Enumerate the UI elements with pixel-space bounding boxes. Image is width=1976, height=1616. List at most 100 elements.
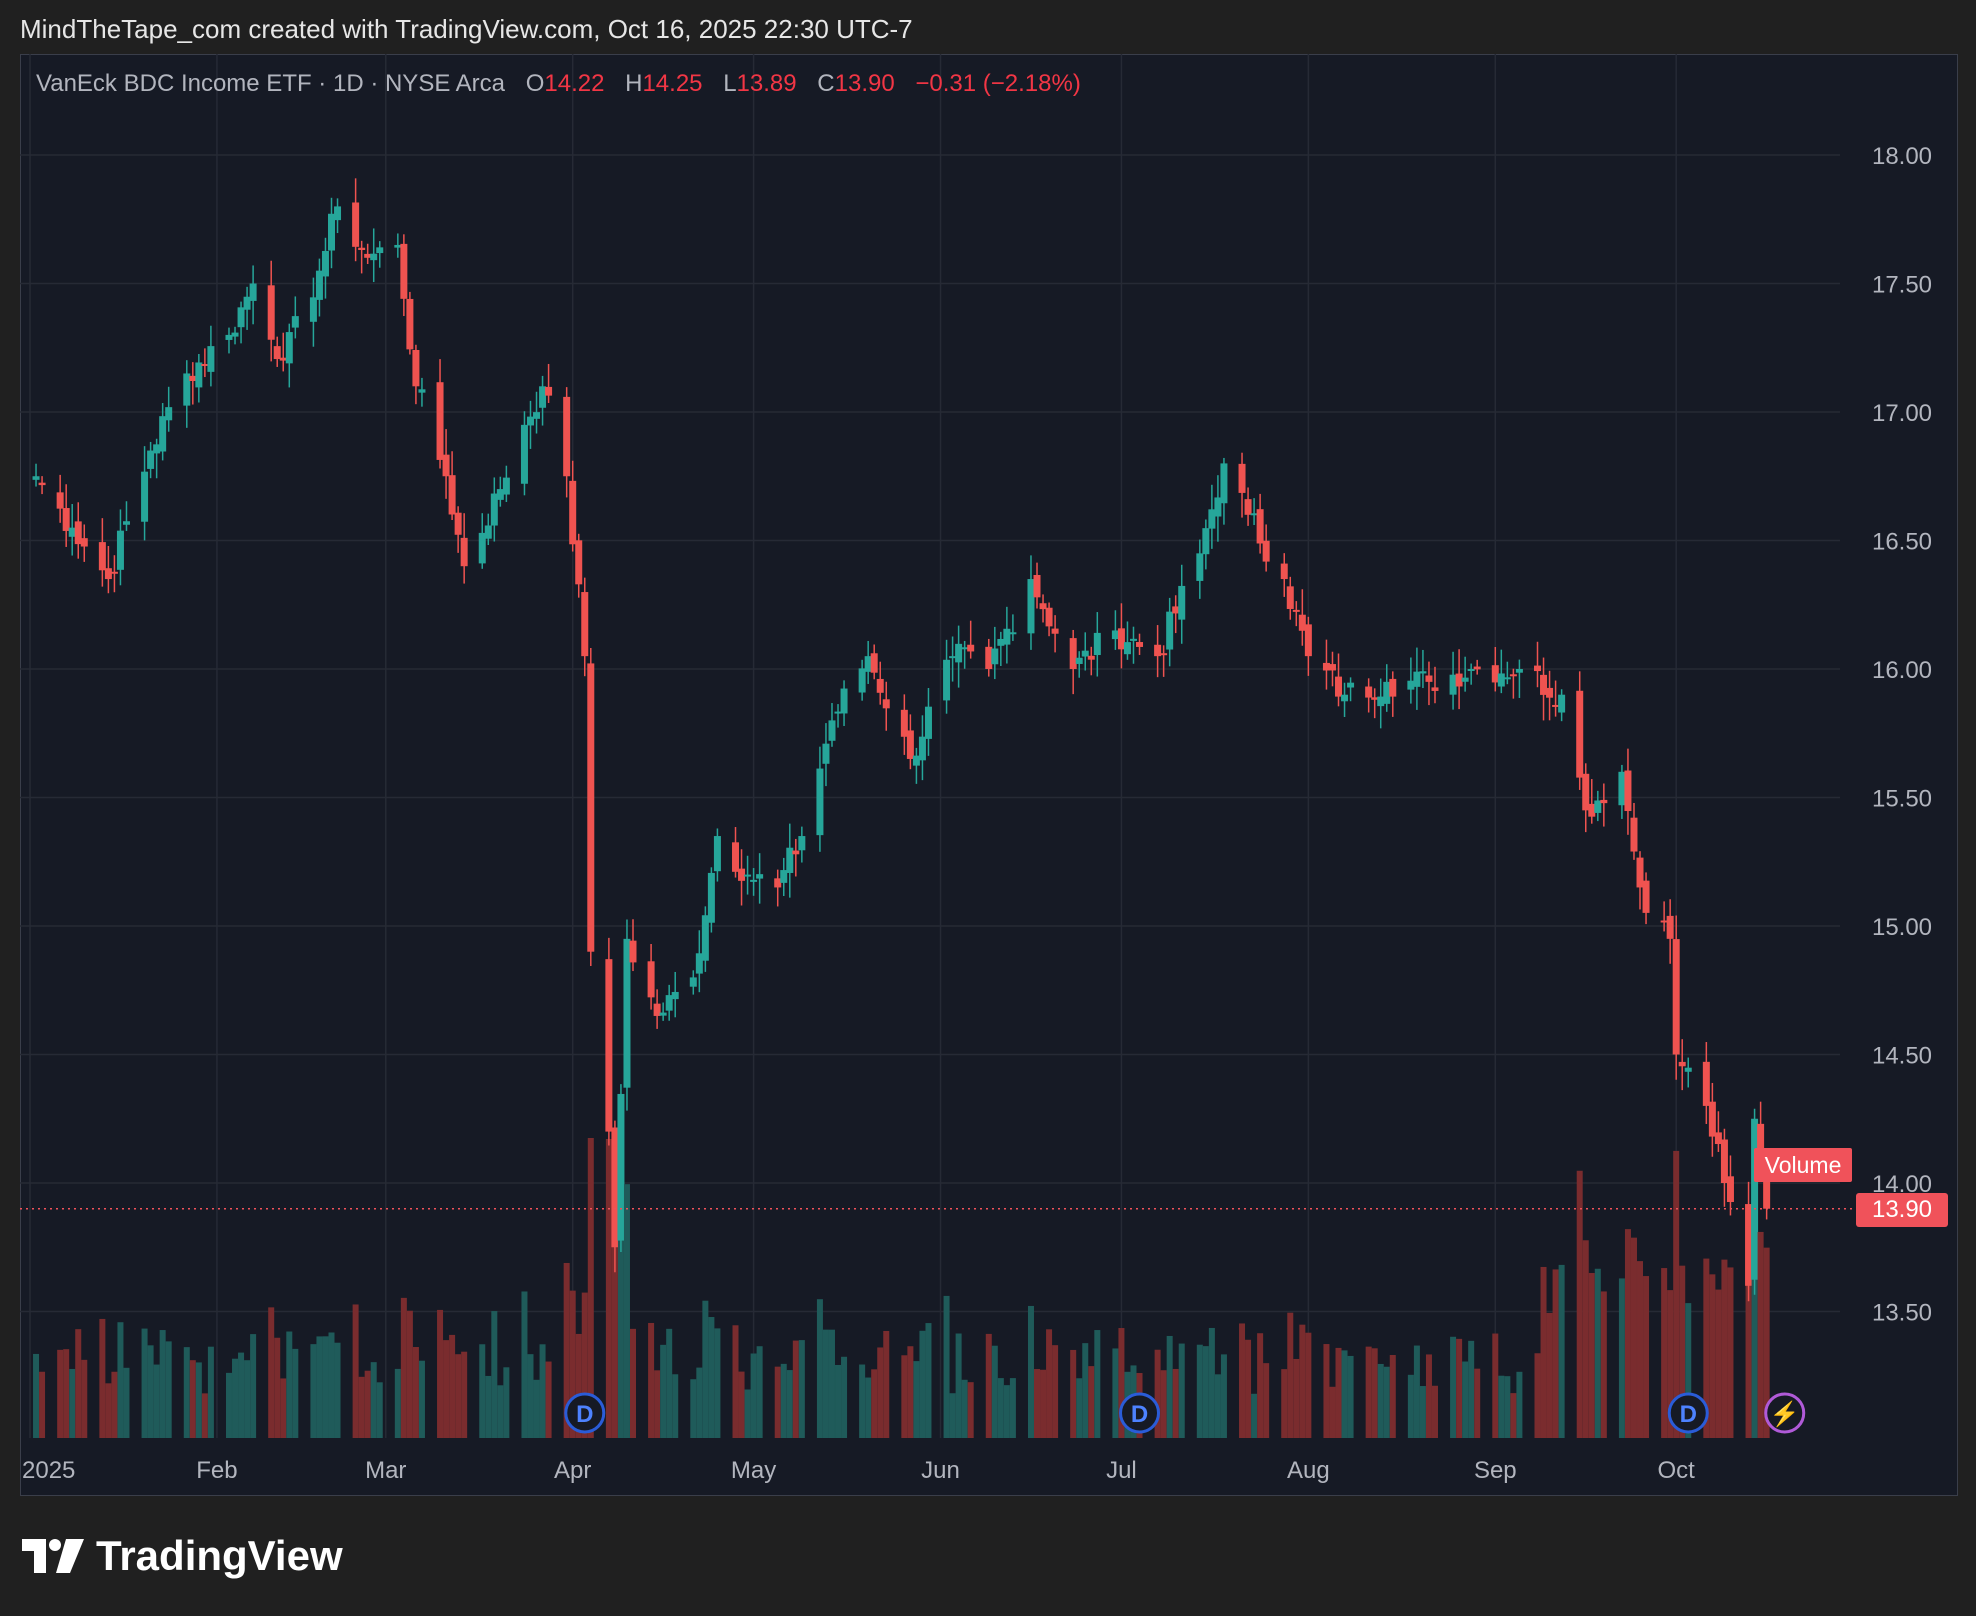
- volume-bar: [792, 1340, 799, 1438]
- volume-bar: [1558, 1264, 1565, 1438]
- volume-bar: [630, 1328, 636, 1438]
- volume-bar: [1347, 1355, 1354, 1438]
- candle-body: [32, 476, 40, 480]
- volume-bar: [1377, 1363, 1384, 1438]
- candle-body: [1178, 585, 1186, 620]
- candle-body: [665, 995, 673, 1011]
- volume-bar: [81, 1359, 88, 1438]
- volume-bar: [702, 1300, 709, 1438]
- volume-bar: [1673, 1150, 1680, 1438]
- candle-body: [1383, 681, 1391, 704]
- candle-body: [526, 416, 534, 426]
- candle-body: [195, 362, 203, 388]
- volume-bar: [370, 1362, 377, 1438]
- volume-bar: [1534, 1353, 1541, 1438]
- candle-body: [1087, 655, 1095, 660]
- volume-bar: [1679, 1265, 1686, 1438]
- volume-bar: [1468, 1340, 1475, 1438]
- symbol-name[interactable]: VanEck BDC Income ETF · 1D · NYSE Arca: [36, 70, 506, 97]
- volume-bar: [449, 1334, 456, 1438]
- candle-body: [756, 874, 764, 879]
- volume-bar: [1112, 1348, 1119, 1438]
- volume-bar: [1450, 1336, 1457, 1438]
- tradingview-logo[interactable]: TradingView: [22, 1532, 343, 1580]
- volume-bar: [835, 1364, 842, 1438]
- volume-bar: [1202, 1346, 1209, 1438]
- volume-bar: [985, 1333, 992, 1438]
- volume-bar: [491, 1311, 498, 1438]
- volume-bar: [750, 1353, 757, 1438]
- candle-body: [1389, 678, 1397, 697]
- candle-body: [56, 492, 64, 509]
- candle-body: [460, 537, 468, 567]
- volume-bar: [225, 1372, 232, 1438]
- dividend-marker: [564, 1392, 606, 1434]
- volume-bar: [780, 1363, 787, 1438]
- volume-bar: [238, 1352, 245, 1438]
- candle-body: [1111, 630, 1119, 640]
- volume-bar: [1721, 1259, 1728, 1438]
- volume-bar: [1287, 1312, 1294, 1438]
- volume-bar: [153, 1364, 160, 1438]
- candle-body: [400, 243, 408, 299]
- candle-body: [267, 285, 275, 340]
- volume-bar: [1709, 1274, 1716, 1438]
- candle-body: [1347, 682, 1355, 688]
- volume-bar: [1703, 1258, 1710, 1438]
- candle-body: [147, 450, 155, 469]
- candle-body: [533, 412, 541, 419]
- volume-bar: [75, 1329, 82, 1438]
- candle-body: [1009, 632, 1017, 635]
- volume-bar: [816, 1299, 823, 1438]
- time-axis-label: Sep: [1474, 1457, 1517, 1484]
- candle-body: [695, 953, 703, 974]
- volume-bar: [1214, 1374, 1221, 1438]
- volume-bar: [539, 1344, 546, 1438]
- volume-bar: [1389, 1355, 1396, 1438]
- volume-bar: [1643, 1276, 1650, 1438]
- candle-body: [864, 656, 872, 672]
- candle-body: [967, 644, 975, 652]
- candle-body: [1660, 920, 1668, 923]
- volume-bar: [117, 1322, 124, 1438]
- candle-body: [1546, 687, 1554, 698]
- volume-bar: [744, 1389, 751, 1438]
- volume-bar: [232, 1358, 239, 1438]
- candle-body: [183, 373, 191, 406]
- candle-body: [1335, 676, 1343, 697]
- volume-label[interactable]: Volume: [1754, 1148, 1852, 1182]
- candle-body: [834, 711, 842, 714]
- volume-bar: [1034, 1369, 1041, 1438]
- volume-bar: [250, 1334, 257, 1438]
- candle-body: [792, 850, 800, 855]
- time-axis-label: Jun: [921, 1457, 960, 1484]
- candle-body: [1666, 915, 1674, 939]
- candle-body: [659, 1012, 667, 1016]
- volume-bar: [485, 1375, 492, 1438]
- time-axis-label: Jul: [1106, 1457, 1137, 1484]
- volume-bar: [165, 1341, 172, 1438]
- volume-bar: [611, 1214, 618, 1438]
- volume-bar: [1257, 1333, 1264, 1438]
- volume-bar: [123, 1367, 130, 1438]
- volume-bar: [1009, 1378, 1016, 1438]
- candle-body: [732, 842, 740, 872]
- candle-body: [1630, 817, 1638, 852]
- volume-bar: [943, 1295, 950, 1438]
- candle-body: [1642, 880, 1650, 913]
- volume-bar: [1027, 1305, 1034, 1438]
- volume-bar: [1323, 1344, 1330, 1438]
- candle-body: [924, 706, 932, 739]
- volume-bar: [1685, 1303, 1692, 1438]
- candle-body: [1298, 614, 1306, 631]
- candle-body: [912, 755, 920, 766]
- time-axis-label: May: [731, 1457, 776, 1484]
- volume-bar: [949, 1393, 956, 1438]
- volume-bar: [666, 1328, 673, 1438]
- volume-bar: [1070, 1349, 1077, 1438]
- volume-bar: [394, 1368, 401, 1438]
- candle-body: [816, 768, 824, 836]
- volume-bar: [111, 1371, 118, 1438]
- volume-bar: [841, 1356, 848, 1438]
